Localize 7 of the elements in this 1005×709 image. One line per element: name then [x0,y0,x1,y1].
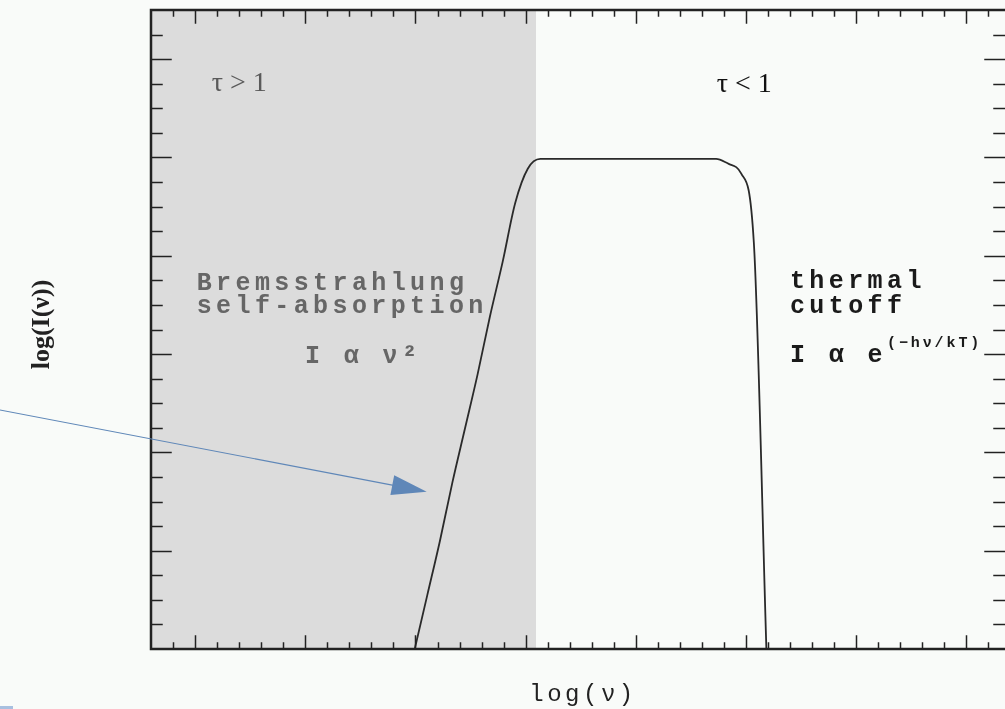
text: τ < 1 [716,66,772,98]
y-axis-title: log(I(ν)) [26,279,55,370]
annotation: Bremsstrahlung self-absorption [196,269,488,321]
annotation: I α ν² [304,342,422,372]
text: τ > 1 [211,65,267,97]
x-axis-title: log(ν) [529,681,637,708]
annotation: thermal cutoff [789,267,926,321]
